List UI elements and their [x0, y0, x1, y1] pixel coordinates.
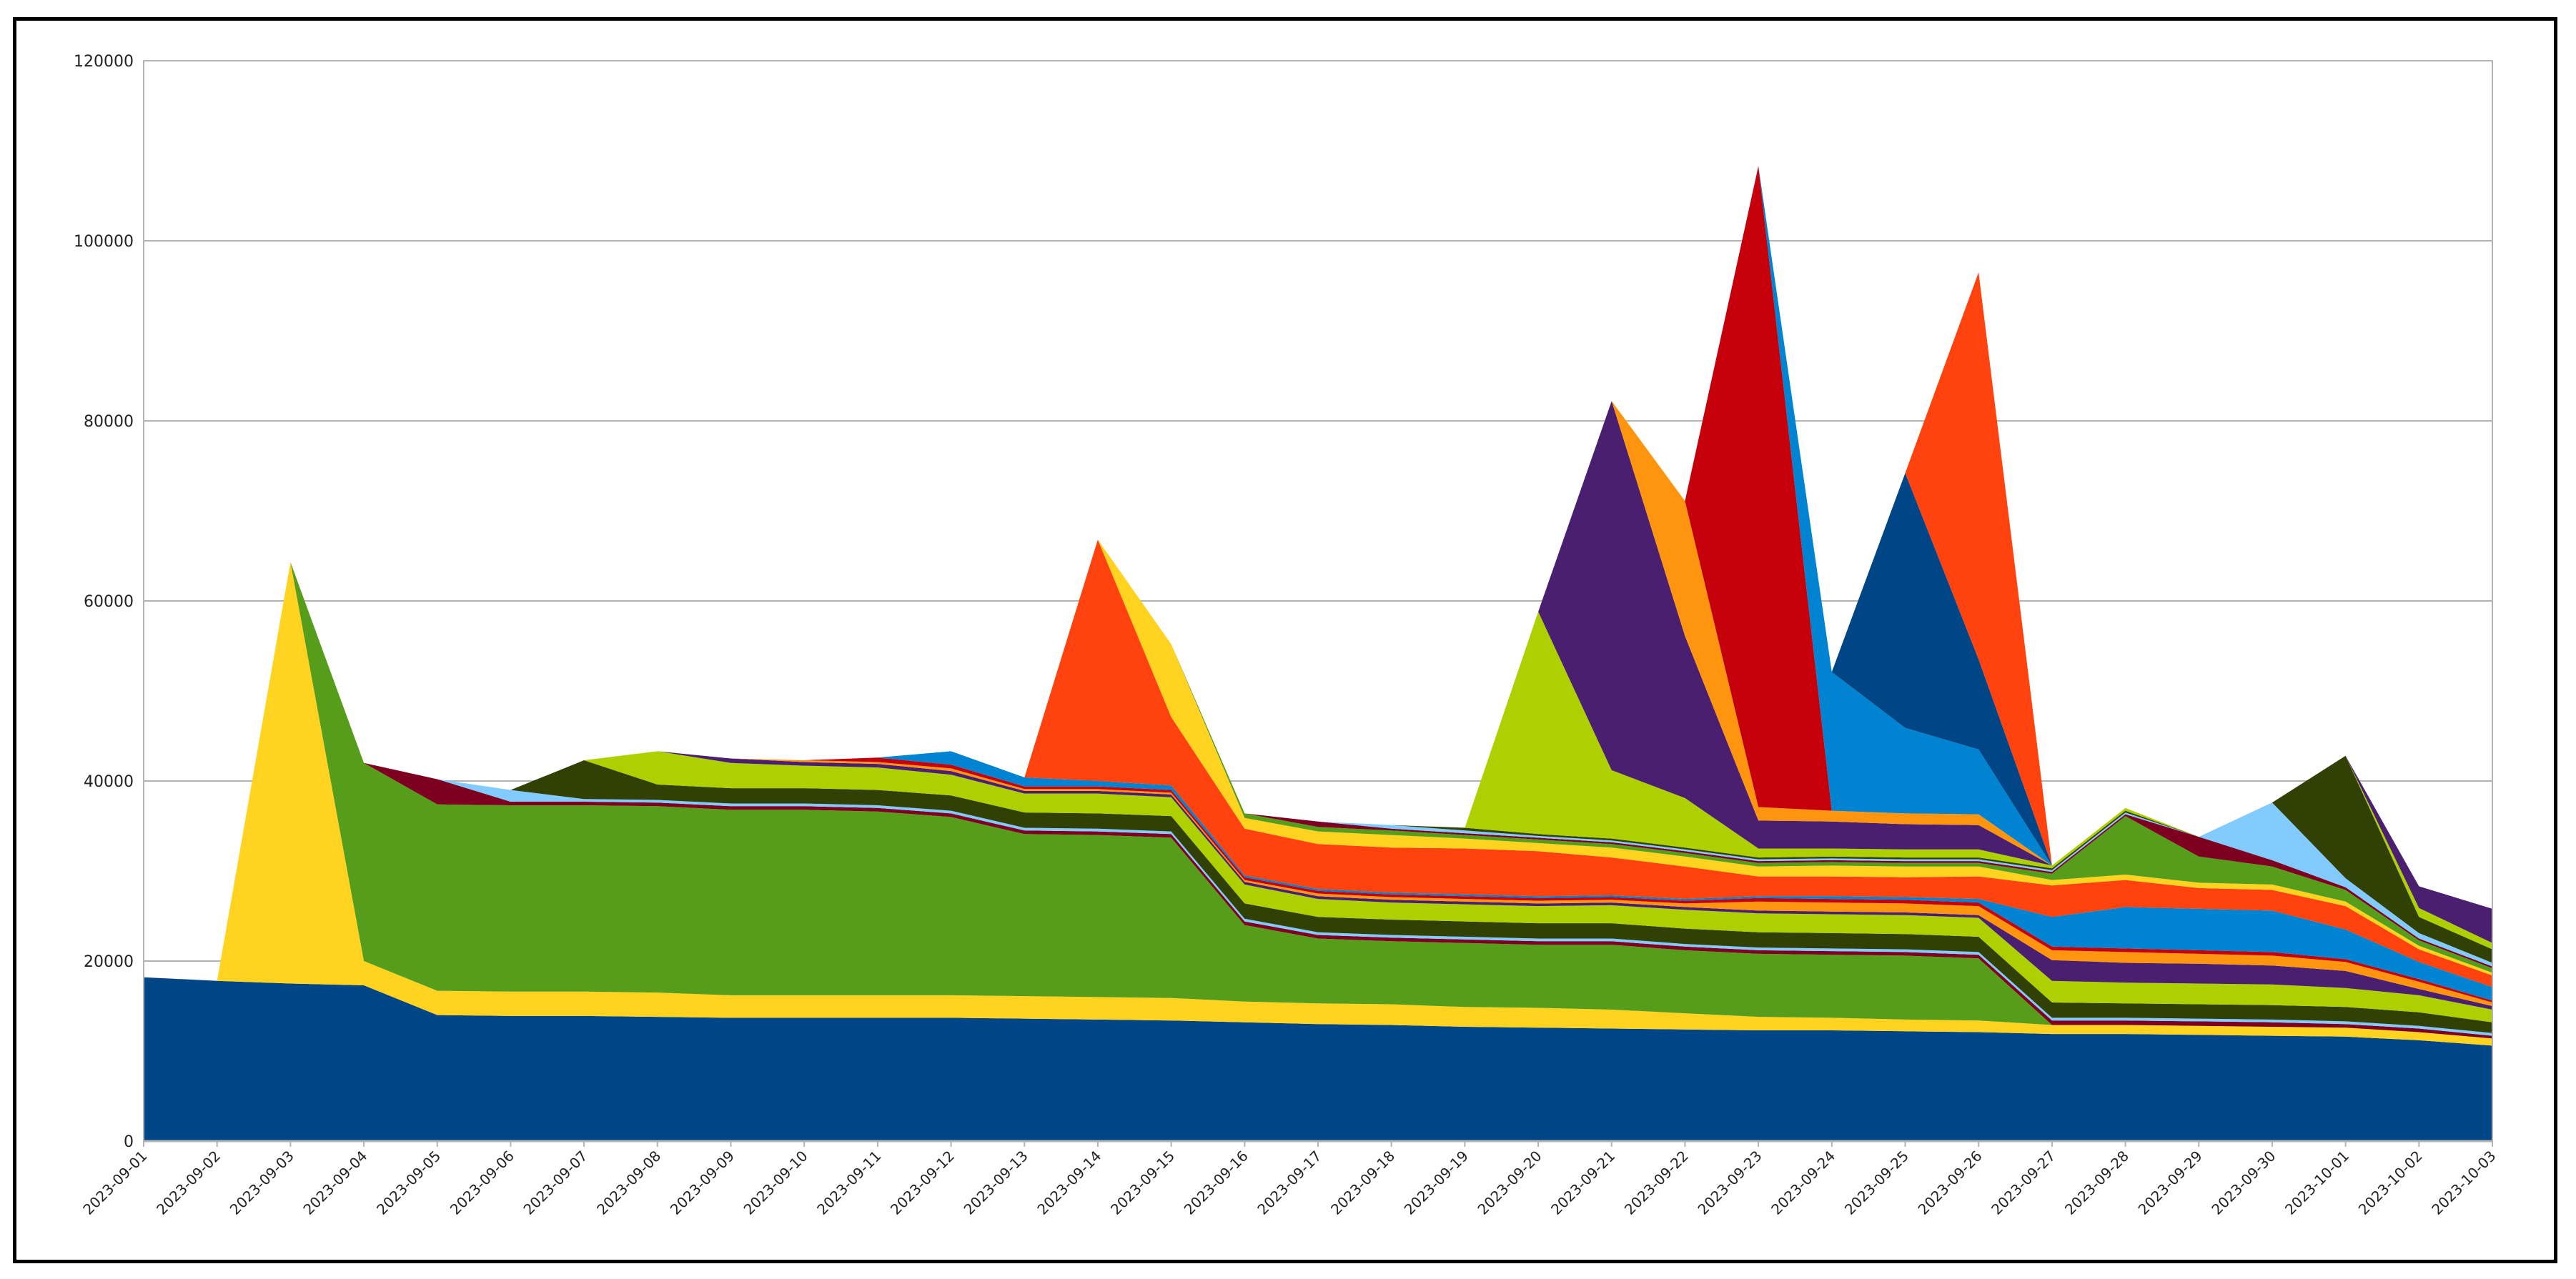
x-tick-label-2: 2023-09-03 [227, 1148, 297, 1218]
area-series-6 [144, 562, 2492, 1033]
x-tick-label-11: 2023-09-12 [887, 1148, 958, 1218]
x-tick-label-28: 2023-09-29 [2135, 1148, 2206, 1218]
y-tick-label-6: 120000 [74, 53, 134, 71]
x-tick-label-20: 2023-09-21 [1547, 1148, 1618, 1218]
area-series-19 [144, 401, 2492, 981]
x-tick-label-31: 2023-10-02 [2355, 1148, 2426, 1218]
x-tick-label-10: 2023-09-11 [813, 1148, 884, 1218]
area-series-3 [144, 562, 2492, 1039]
x-tick-label-16: 2023-09-17 [1254, 1148, 1324, 1218]
x-axis-tick-labels: 2023-09-01 2023-09-02 2023-09-03 2023-09-04… [79, 1141, 2500, 1218]
x-tick-label-14: 2023-09-15 [1107, 1148, 1178, 1218]
x-tick-label-4: 2023-09-05 [373, 1148, 444, 1218]
x-tick-label-8: 2023-09-09 [667, 1148, 738, 1218]
stacked-area-chart: 0 20000 40000 60000 80000 100000 120000 2023-0… [74, 53, 2500, 1218]
x-tick-label-3: 2023-09-04 [299, 1148, 370, 1218]
area-series-1 [144, 977, 2492, 1141]
area-series-9 [144, 562, 2492, 1006]
y-tick-label-2: 40000 [84, 773, 134, 791]
y-tick-label-0: 0 [124, 1133, 134, 1151]
x-tick-label-17: 2023-09-18 [1327, 1148, 1398, 1218]
x-tick-label-1: 2023-09-02 [153, 1148, 224, 1218]
y-axis-tick-labels: 0 20000 40000 60000 80000 100000 120000 [74, 53, 134, 1151]
x-tick-label-19: 2023-09-20 [1474, 1148, 1545, 1218]
area-series [144, 166, 2492, 1141]
x-tick-label-30: 2023-10-01 [2282, 1148, 2352, 1218]
x-tick-label-5: 2023-09-06 [447, 1148, 517, 1218]
x-tick-label-9: 2023-09-10 [740, 1148, 811, 1218]
area-series-13 [144, 539, 2492, 981]
x-tick-label-15: 2023-09-16 [1181, 1148, 1252, 1218]
x-tick-label-25: 2023-09-26 [1915, 1148, 1986, 1218]
y-tick-label-4: 80000 [84, 413, 134, 431]
x-tick-label-12: 2023-09-13 [961, 1148, 1031, 1218]
y-tick-label-1: 20000 [84, 953, 134, 971]
x-tick-label-24: 2023-09-25 [1841, 1148, 1912, 1218]
chart-frame: 0 20000 40000 60000 80000 100000 120000 2023-0… [13, 17, 2557, 1263]
x-tick-label-18: 2023-09-19 [1401, 1148, 1472, 1218]
x-tick-label-6: 2023-09-07 [520, 1148, 590, 1218]
y-tick-label-3: 60000 [84, 593, 134, 611]
y-tick-label-5: 100000 [74, 233, 134, 251]
x-tick-label-22: 2023-09-23 [1694, 1148, 1765, 1218]
x-tick-label-23: 2023-09-24 [1768, 1148, 1838, 1218]
x-tick-label-21: 2023-09-22 [1621, 1148, 1692, 1218]
x-tick-label-29: 2023-09-30 [2208, 1148, 2279, 1218]
x-tick-label-13: 2023-09-14 [1034, 1148, 1104, 1218]
x-tick-label-0: 2023-09-01 [79, 1148, 150, 1218]
x-tick-label-32: 2023-10-03 [2428, 1148, 2499, 1218]
x-tick-label-7: 2023-09-08 [593, 1148, 664, 1218]
x-tick-label-26: 2023-09-27 [1988, 1148, 2059, 1218]
x-tick-label-27: 2023-09-28 [2061, 1148, 2132, 1218]
area-series-22 [144, 166, 2492, 981]
